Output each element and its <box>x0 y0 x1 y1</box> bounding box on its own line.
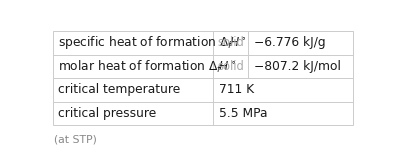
Text: −6.776 kJ/g: −6.776 kJ/g <box>253 36 325 50</box>
Text: (at STP): (at STP) <box>54 134 97 144</box>
Text: 5.5 MPa: 5.5 MPa <box>219 107 268 120</box>
Text: $\mathrm{specific\ heat\ of\ formation\ }\Delta_f\!H^\circ$: $\mathrm{specific\ heat\ of\ formation\ … <box>58 34 247 51</box>
Bar <box>53 31 353 125</box>
Text: 711 K: 711 K <box>219 83 254 97</box>
Text: solid: solid <box>217 60 244 73</box>
Text: $\mathrm{molar\ heat\ of\ formation\ }\Delta_f\!H^\circ$: $\mathrm{molar\ heat\ of\ formation\ }\D… <box>58 58 236 75</box>
Text: −807.2 kJ/mol: −807.2 kJ/mol <box>253 60 341 73</box>
Text: critical temperature: critical temperature <box>58 83 180 97</box>
Text: critical pressure: critical pressure <box>58 107 156 120</box>
Text: solid: solid <box>217 36 244 50</box>
